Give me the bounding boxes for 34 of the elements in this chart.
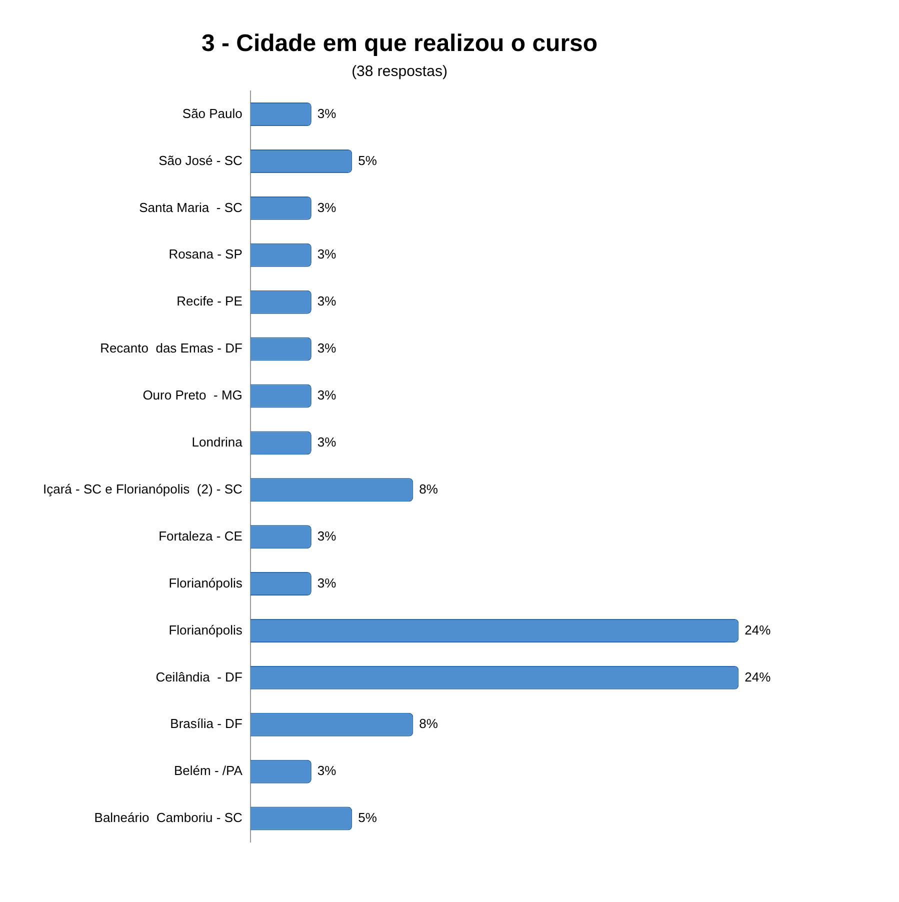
data-label: 24% [744,622,772,638]
y-tick-label: Florianópolis [168,575,243,590]
data-label: 3% [317,340,337,356]
data-label: 3% [317,294,337,309]
data-label: 5% [358,810,378,826]
y-tick-label: Ceilândia - DF [156,669,242,684]
data-label: 8% [419,481,438,496]
y-tick-label: Florianópolis [168,622,243,638]
data-label: 3% [317,528,337,544]
y-tick-label: Fortaleza - CE [158,528,243,544]
data-label: 24% [744,669,772,684]
y-tick-label: Santa Maria - SC [139,200,242,215]
y-tick-label: Rosana - SP [168,246,242,262]
y-tick-label: Belém - /PA [174,763,243,778]
data-label: 8% [419,716,438,732]
y-tick-label: Ouro Preto - MG [142,388,242,403]
data-label: 5% [358,152,378,168]
chart-subtitle: (38 respostas) [352,62,448,80]
y-tick-label: Recanto das Emas - DF [100,340,242,356]
y-tick-label: São José - SC [158,152,242,168]
data-label: 3% [317,246,337,262]
y-tick-label: Içará - SC e Florianópolis (2) - SC [42,481,242,496]
data-label: 3% [317,434,337,450]
data-label: 3% [317,575,337,590]
data-label: 3% [317,200,337,215]
y-tick-label: Londrina [192,434,244,450]
y-tick-label: Brasília - DF [170,716,242,732]
y-tick-label: Recife - PE [176,294,243,309]
data-label: 3% [317,388,337,403]
data-label: 3% [317,763,337,778]
y-tick-label: Balneário Camboriu - SC [94,810,242,826]
data-label: 3% [317,106,337,121]
y-tick-label: São Paulo [182,106,242,121]
chart-title: 3 - Cidade em que realizou o curso [201,30,598,58]
